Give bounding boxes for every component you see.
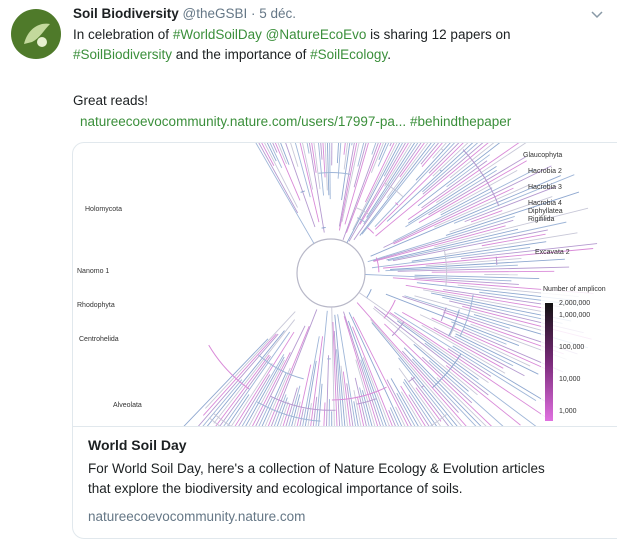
legend-tick: 1,000 [559, 408, 577, 415]
body-text: In celebration of [73, 27, 173, 42]
link-card[interactable]: Glaucophyta Hacrobia 2 Hacrobia 3 Hacrobia … [72, 142, 617, 539]
legend-tick: 1,000,000 [559, 312, 590, 319]
clade-label: Hacrobia 3 [528, 184, 562, 191]
page: Soil Biodiversity @theGSBI · 5 déc. In c… [0, 0, 617, 533]
tree-branch [323, 402, 325, 426]
tree-branch [214, 360, 284, 426]
body-line: #SoilBiodiversity and the importance of … [73, 45, 510, 65]
tree-branch [425, 343, 540, 426]
clade-label: Glaucophyta [523, 152, 562, 159]
tree-branch [328, 399, 329, 426]
clade-label: Alveolata [113, 402, 142, 409]
tree-branch [405, 170, 496, 227]
handle-date: @theGSBI · 5 déc. [183, 6, 297, 21]
tree-ring [297, 239, 365, 307]
tree-branch [414, 344, 469, 391]
body-text: . [387, 47, 391, 62]
card-image: Glaucophyta Hacrobia 2 Hacrobia 3 Hacrobia … [73, 143, 617, 426]
legend-tick: 100,000 [559, 344, 584, 351]
card-title: World Soil Day [88, 437, 187, 453]
tree-arc [440, 170, 441, 172]
body-text: is sharing 12 papers on [366, 27, 510, 42]
url-link[interactable]: natureecoevocommunity.nature.com/users/1… [80, 114, 406, 129]
tree-arc [367, 289, 371, 297]
tree-branch [231, 368, 290, 426]
clade-label: Hacrobia 2 [528, 168, 562, 175]
clade-label: Centrohelida [79, 336, 119, 343]
legend-tick: 2,000,000 [559, 300, 590, 307]
legend-title: Number of amplicon [543, 286, 606, 293]
clade-label: Rhodophyta [77, 302, 115, 309]
color-bar [545, 303, 553, 421]
tree-branch [235, 143, 300, 200]
hashtag[interactable]: #SoilEcology [310, 47, 387, 62]
tree-branch [402, 351, 458, 413]
avatar[interactable] [10, 8, 62, 60]
clade-label: Hacrobia 4 [528, 200, 562, 207]
hashtag[interactable]: #SoilBiodiversity [73, 47, 172, 62]
tree-arc [496, 257, 497, 265]
tree-branch [355, 378, 391, 426]
tree-branch [393, 230, 548, 261]
card-domain: natureecoevocommunity.nature.com [88, 509, 305, 524]
tree-arc [450, 323, 456, 336]
tweet-body: In celebration of #WorldSoilDay @NatureE… [73, 25, 510, 65]
tweet-note: Great reads! [73, 93, 148, 108]
menu-chevron[interactable] [590, 10, 604, 20]
body-text: and the importance of [172, 47, 310, 62]
tree-branch [234, 143, 297, 213]
clade-label: Holomycota [85, 206, 122, 213]
author-name[interactable]: Soil Biodiversity [73, 6, 179, 21]
tree-arc [441, 149, 443, 151]
tree-branch [332, 143, 333, 165]
legend-tick: 10,000 [559, 376, 581, 383]
clade-label: Rigifilida [528, 216, 555, 223]
tree-arc [322, 227, 326, 228]
tree-branch [218, 143, 297, 208]
card-description: For World Soil Day, here's a collection … [88, 459, 545, 479]
tree-branch [415, 275, 540, 278]
card-description: that explore the biodiversity and ecolog… [88, 479, 545, 499]
hashtag[interactable]: #behindthepaper [410, 114, 511, 129]
tree-arc [384, 300, 395, 318]
tree-branch [471, 211, 502, 222]
body-line: In celebration of #WorldSoilDay @NatureE… [73, 25, 510, 45]
clade-label: Nanomo 1 [77, 268, 109, 275]
tree-branch [415, 296, 547, 332]
tree-branch [432, 271, 555, 272]
hashtag[interactable]: @NatureEcoEvo [266, 27, 367, 42]
tree-branch [390, 313, 549, 420]
tree-arc [367, 227, 373, 233]
tree-branch [352, 143, 373, 145]
clade-label: Excavata 2 [535, 249, 570, 256]
clade-label: Diphyllatea [528, 208, 563, 215]
hashtag[interactable]: #WorldSoilDay [173, 27, 262, 42]
tree-branch [416, 143, 478, 180]
